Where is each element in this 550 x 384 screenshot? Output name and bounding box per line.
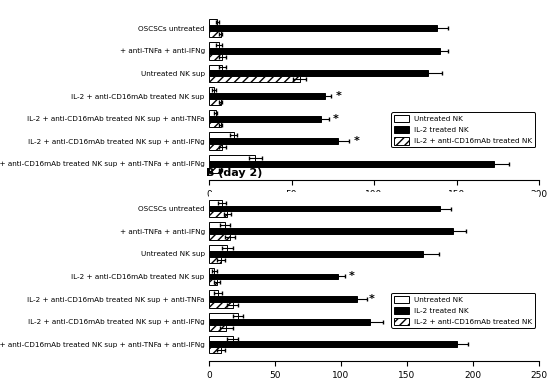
Bar [209, 155, 255, 161]
Bar [209, 138, 338, 144]
Text: *: * [354, 136, 360, 146]
Bar [209, 76, 300, 82]
Bar [209, 122, 221, 127]
Bar [209, 251, 423, 257]
Bar [209, 228, 453, 234]
Bar [209, 132, 234, 138]
Bar [209, 245, 228, 251]
Bar [209, 42, 219, 48]
Bar [209, 31, 221, 37]
Text: B (day 2): B (day 2) [206, 169, 262, 179]
Bar [209, 93, 324, 99]
Bar [209, 205, 440, 212]
Bar [209, 212, 228, 217]
Bar [209, 222, 225, 228]
Legend: Untreated NK, IL-2 treated NK, IL-2 + anti-CD16mAb treated NK: Untreated NK, IL-2 treated NK, IL-2 + an… [391, 293, 535, 328]
Bar [209, 273, 338, 280]
Bar [209, 302, 233, 308]
Bar [209, 144, 222, 150]
Bar [209, 167, 221, 173]
Bar [209, 87, 214, 93]
Bar [209, 70, 428, 76]
Bar [209, 341, 457, 348]
Bar [209, 65, 222, 70]
Bar [209, 313, 238, 319]
Bar [209, 25, 437, 31]
Bar [209, 290, 218, 296]
Bar [209, 19, 217, 25]
Bar [209, 48, 440, 54]
Bar [209, 296, 357, 302]
Bar [209, 116, 321, 122]
Bar [209, 161, 494, 167]
Bar [209, 99, 221, 105]
Bar [209, 319, 370, 325]
Bar [209, 348, 221, 353]
Text: *: * [368, 294, 375, 304]
X-axis label: LU30/10⁶ cells: LU30/10⁶ cells [333, 205, 415, 215]
Text: *: * [336, 91, 342, 101]
Bar [209, 268, 214, 273]
Bar [209, 257, 221, 263]
Bar [209, 200, 222, 205]
Bar [209, 280, 217, 285]
Bar [209, 54, 222, 60]
Bar [209, 234, 230, 240]
Bar [209, 325, 226, 331]
Bar [209, 336, 233, 341]
Text: *: * [333, 114, 339, 124]
Legend: Untreated NK, IL-2 treated NK, IL-2 + anti-CD16mAb treated NK: Untreated NK, IL-2 treated NK, IL-2 + an… [391, 112, 535, 147]
Text: *: * [349, 271, 355, 281]
Bar [209, 110, 216, 116]
